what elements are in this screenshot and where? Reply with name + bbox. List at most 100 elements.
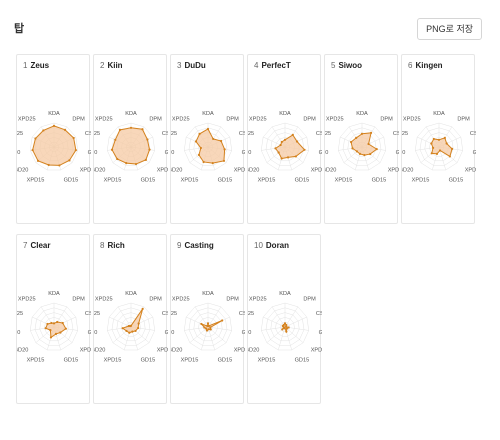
player-card-title: 2 Kiin bbox=[100, 61, 123, 70]
radar-data-point bbox=[54, 332, 58, 336]
radar-grid-ring bbox=[188, 127, 228, 166]
radar-data-point bbox=[36, 159, 40, 162]
radar-series-area bbox=[121, 308, 144, 334]
radar-axis-label: GD10 bbox=[319, 330, 322, 336]
radar-axis-label: GD15 bbox=[295, 358, 310, 364]
radar-data-point bbox=[72, 136, 75, 140]
radar-chart: KDA DPM CSM GD10 XPD10GD15 XPD15 GD20 XPD20 GD25… bbox=[94, 111, 168, 184]
radar-axis-label: GD25 bbox=[171, 131, 177, 137]
radar-data-point bbox=[222, 159, 226, 162]
radar-axis-label: CSM bbox=[239, 131, 245, 137]
radar-data-point bbox=[431, 146, 435, 149]
radar-axis-label: KDA bbox=[48, 111, 60, 117]
radar-axis-label: GD10 bbox=[396, 150, 399, 156]
player-card-title: 6 Kingen bbox=[408, 61, 443, 70]
radar-axis-label: XPD10 bbox=[311, 347, 322, 353]
radar-data-point bbox=[363, 153, 366, 157]
radar-grid-ring bbox=[347, 132, 377, 162]
radar-series-area bbox=[195, 128, 226, 164]
save-png-button[interactable]: PNG로 저장 bbox=[417, 18, 482, 40]
radar-data-point bbox=[68, 159, 71, 162]
radar-axis-label: KDA bbox=[356, 111, 368, 117]
radar-data-point bbox=[220, 139, 223, 143]
radar-data-point bbox=[49, 329, 52, 332]
radar-axis-label: KDA bbox=[48, 291, 60, 297]
radar-data-point bbox=[285, 330, 288, 333]
radar-data-point bbox=[58, 164, 61, 167]
radar-grid-ring bbox=[29, 302, 79, 351]
page-title: 탑 bbox=[14, 23, 25, 35]
radar-axis-label: DPM bbox=[149, 116, 162, 122]
radar-grid-ring bbox=[279, 321, 291, 332]
radar-axis-label: XPD25 bbox=[249, 116, 267, 122]
radar-data-point bbox=[144, 158, 147, 161]
radar-data-point bbox=[129, 324, 132, 328]
radar-axis-label: XPD25 bbox=[18, 296, 36, 302]
radar-spoke bbox=[278, 326, 286, 351]
radar-spoke bbox=[271, 306, 286, 328]
radar-grid-ring bbox=[111, 307, 151, 346]
radar-axis-label: XPD25 bbox=[95, 116, 113, 122]
radar-chart: KDA DPM CSM GD10 XPD10GD15 XPD15 GD20 XPD20 GD25… bbox=[248, 291, 322, 364]
player-card-title: 5 Siwoo bbox=[331, 61, 362, 70]
radar-data-point bbox=[448, 155, 451, 158]
radar-axis-label: GD10 bbox=[473, 150, 476, 156]
radar-data-point bbox=[118, 128, 122, 131]
radar-axis-label: XPD20 bbox=[171, 330, 174, 336]
radar-data-point bbox=[205, 329, 209, 332]
player-card-title: 10 Doran bbox=[254, 241, 289, 250]
radar-axis-label: XPD10 bbox=[80, 167, 91, 173]
radar-data-point bbox=[114, 138, 117, 141]
radar-axis-label: XPD15 bbox=[412, 178, 430, 184]
radar-axis-label: GD25 bbox=[17, 131, 23, 137]
radar-grid-ring bbox=[116, 312, 146, 342]
radar-spoke bbox=[284, 316, 307, 328]
radar-spoke bbox=[117, 306, 132, 328]
radar-axis-label: XPD25 bbox=[326, 116, 344, 122]
radar-axis-label: GD15 bbox=[141, 178, 156, 184]
radar-grid-ring bbox=[34, 307, 74, 346]
radar-axis-label: GD20 bbox=[94, 167, 105, 173]
radar-data-point bbox=[49, 336, 53, 339]
radar-grid-ring bbox=[275, 317, 295, 337]
radar-data-point bbox=[432, 137, 435, 141]
player-rank: 1 bbox=[23, 61, 28, 70]
radar-axis-label: XPD15 bbox=[181, 178, 199, 184]
radar-axis-label: GD25 bbox=[248, 131, 254, 137]
radar-axis-label: KDA bbox=[202, 291, 214, 297]
radar-axis-label: DPM bbox=[303, 116, 316, 122]
radar-grid-ring bbox=[337, 122, 387, 171]
radar-data-point bbox=[63, 128, 67, 131]
radar-grid-ring bbox=[260, 302, 310, 351]
radar-data-point bbox=[279, 143, 282, 147]
radar-axis-label: XPD20 bbox=[248, 330, 251, 336]
radar-axis-label: GD15 bbox=[218, 358, 233, 364]
radar-series-area bbox=[274, 134, 306, 160]
radar-data-point bbox=[274, 147, 277, 150]
player-rank: 9 bbox=[177, 241, 182, 250]
player-card-title: 3 DuDu bbox=[177, 61, 206, 70]
radar-data-point bbox=[125, 162, 128, 165]
radar-data-point bbox=[283, 138, 287, 141]
radar-axis-label: DPM bbox=[303, 296, 316, 302]
radar-grid-ring bbox=[188, 307, 228, 346]
radar-axis-label: XPD15 bbox=[258, 178, 276, 184]
radar-data-point bbox=[294, 155, 297, 158]
player-rank: 7 bbox=[23, 241, 28, 250]
radar-data-point bbox=[209, 326, 212, 329]
radar-data-point bbox=[134, 329, 137, 333]
radar-data-point bbox=[121, 327, 124, 330]
radar-axis-label: GD10 bbox=[88, 150, 91, 156]
radar-data-point bbox=[56, 320, 59, 324]
radar-grid-ring bbox=[183, 302, 233, 351]
radar-data-point bbox=[430, 152, 433, 155]
radar-spoke bbox=[109, 316, 132, 328]
radar-axis-label: XPD25 bbox=[95, 296, 113, 302]
radar-data-point bbox=[369, 152, 372, 156]
player-card-title: 1 Zeus bbox=[23, 61, 49, 70]
radar-axis-label: CSM bbox=[85, 311, 91, 317]
radar-spoke bbox=[194, 306, 209, 328]
